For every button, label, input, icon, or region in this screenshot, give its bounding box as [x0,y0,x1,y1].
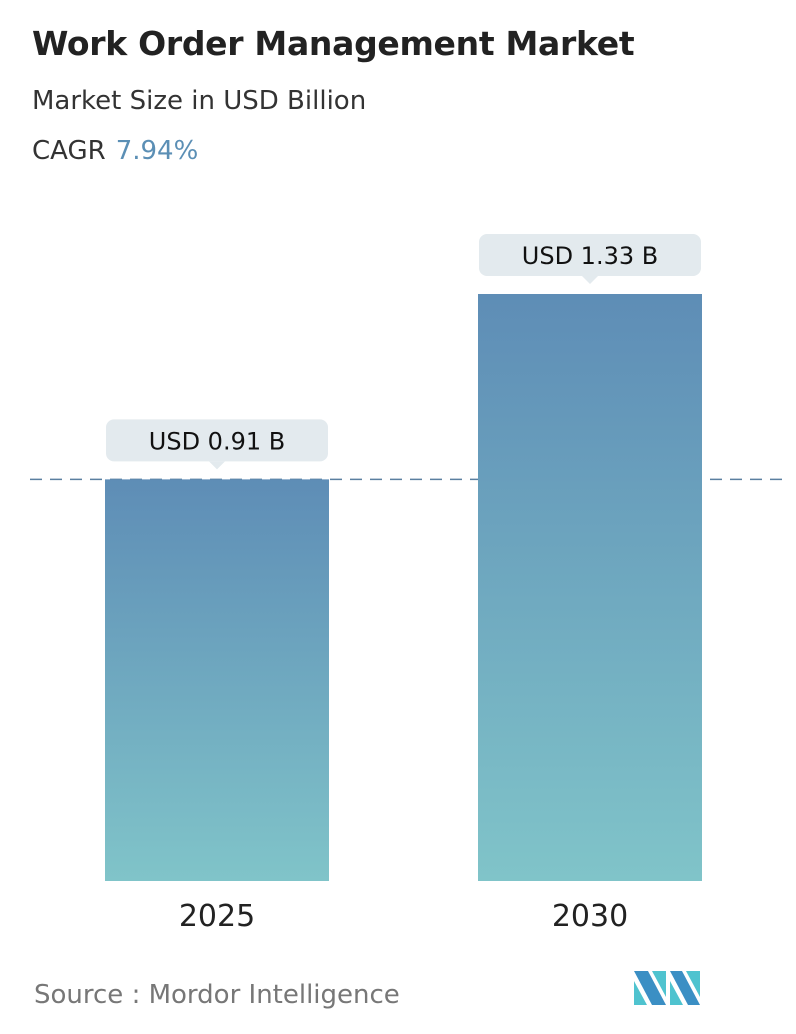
x-tick-label: 2030 [552,899,628,934]
data-label-pointer [209,461,225,470]
data-label: USD 0.91 B [149,427,285,455]
data-label-pointer [582,276,598,284]
bar-chart: USD 0.91 B 2025 USD 1.33 B 2030 [30,234,782,934]
bar-2025 [105,479,329,881]
cagr-label: CAGR [32,136,106,166]
bar-2030 [478,294,702,881]
chart-subtitle: Market Size in USD Billion [32,86,367,116]
data-label-box [479,234,701,276]
chart-title: Work Order Management Market [32,24,635,63]
mordor-intelligence-logo [634,971,700,1005]
source-text: Source : Mordor Intelligence [34,980,400,1010]
cagr: CAGR 7.94% [32,136,198,166]
cagr-value: 7.94% [115,136,199,166]
data-label-box [106,419,328,462]
x-tick-label: 2025 [179,899,255,934]
data-label: USD 1.33 B [522,242,658,270]
